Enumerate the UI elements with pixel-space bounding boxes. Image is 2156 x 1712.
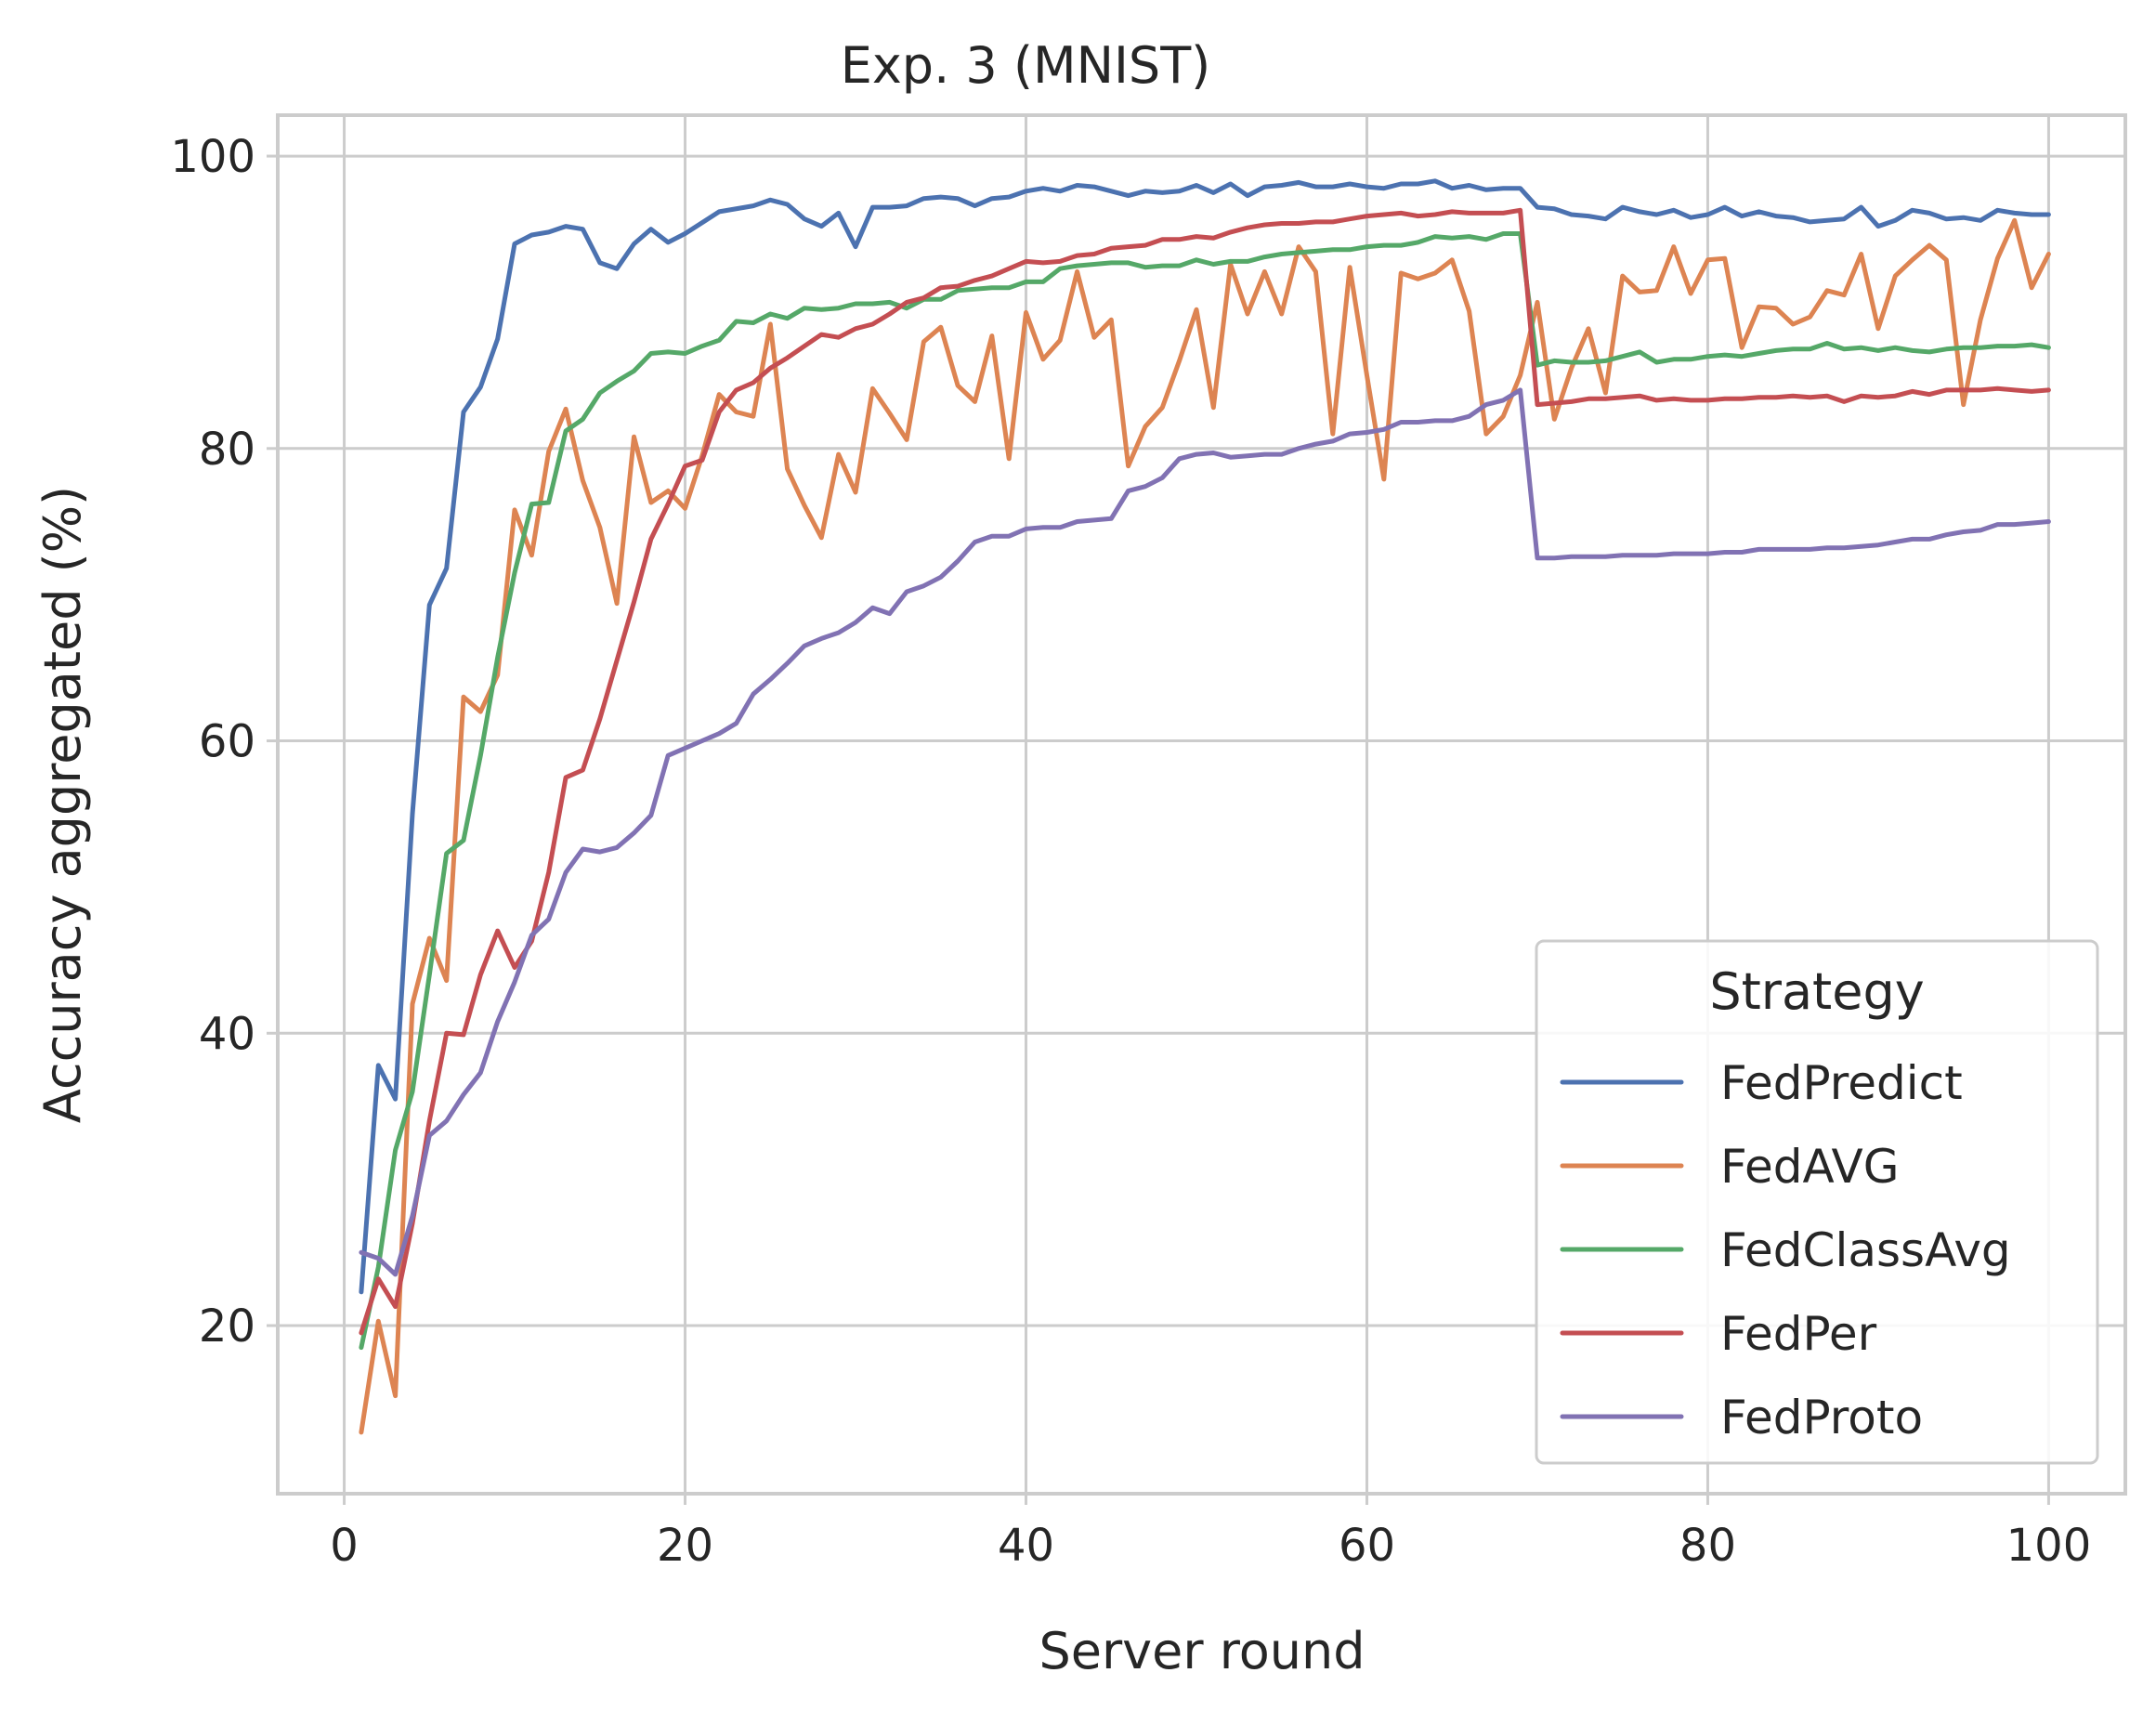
legend-item-fedavg: FedAVG [1560, 1140, 1899, 1194]
series-line-fedpredict [359, 178, 2051, 1295]
legend-label: FedProto [1720, 1391, 1923, 1444]
y-tick-label: 100 [170, 131, 255, 183]
series-line-fedper [359, 207, 2051, 1336]
x-tick-label: 100 [2006, 1520, 2092, 1572]
y-tick-label: 80 [199, 424, 255, 476]
legend-label: FedPer [1720, 1307, 1877, 1361]
x-tick-label: 0 [330, 1520, 359, 1572]
legend-label: FedClassAvg [1720, 1223, 2011, 1277]
x-axis-label: Server round [1039, 1622, 1365, 1680]
legend-items: FedPredict FedAVG FedClassAvg FedPer FedProt… [1560, 1056, 2011, 1444]
chart-title: Exp. 3 (MNIST) [841, 36, 1211, 95]
x-tick-label: 20 [657, 1520, 713, 1572]
x-tick-label: 80 [1679, 1520, 1736, 1572]
y-tick-label: 60 [199, 716, 255, 768]
axis-ticks: 0 20 40 60 80 100 20 40 60 80 100 [170, 131, 2091, 1572]
gridlines [278, 115, 2125, 1494]
legend-item-fedpredict: FedPredict [1560, 1056, 1963, 1110]
series-line-fedclassavg [359, 231, 2051, 1351]
x-tick-label: 40 [998, 1520, 1054, 1572]
series-line-fedproto [359, 387, 2051, 1277]
legend-title: Strategy [1709, 962, 1924, 1021]
legend: Strategy FedPredictFedAVGFedClassAvgFedP… [1535, 939, 2099, 1465]
plot-frame [276, 113, 2127, 1496]
plot-series [359, 178, 2051, 1435]
y-tick-label: 20 [199, 1300, 255, 1353]
series-line-fedavg [359, 217, 2051, 1435]
x-tick-label: 60 [1339, 1520, 1395, 1572]
legend-label: FedPredict [1720, 1056, 1963, 1110]
legend-label: FedAVG [1720, 1140, 1899, 1194]
legend-item-fedper: FedPer [1560, 1307, 1877, 1361]
legend-item-fedclassavg: FedClassAvg [1560, 1223, 2011, 1277]
y-axis-label: Accuracy aggregated (%) [33, 486, 92, 1123]
legend-item-fedproto: FedProto [1560, 1391, 1923, 1444]
y-tick-label: 40 [199, 1008, 255, 1060]
